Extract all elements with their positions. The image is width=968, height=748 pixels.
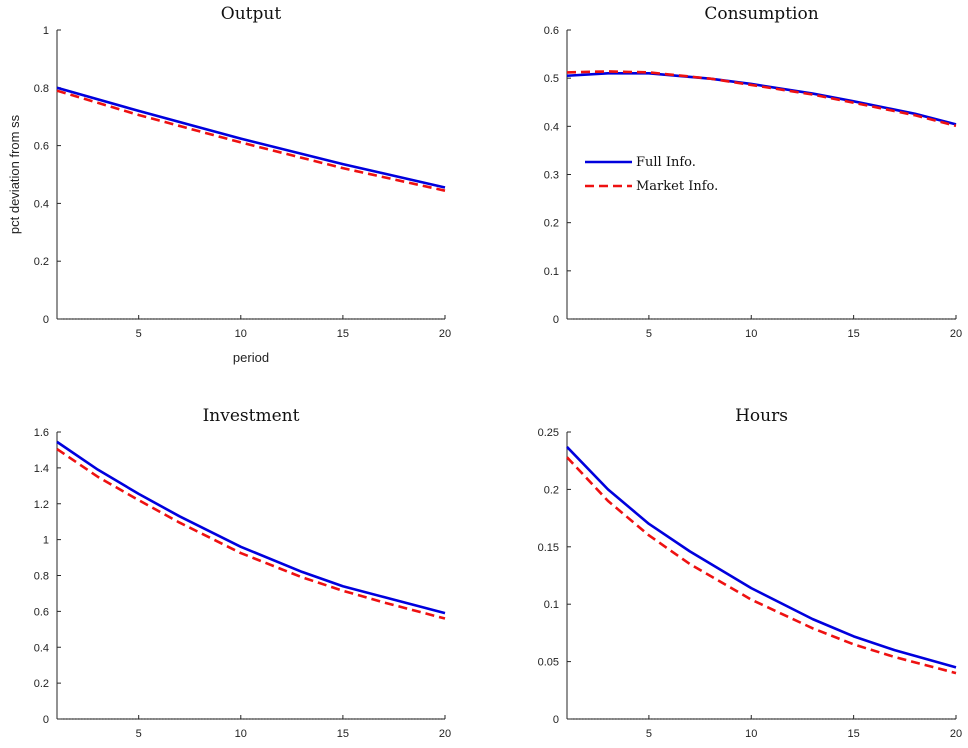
- chart-title: Consumption: [704, 4, 818, 24]
- y-tick-label: 0: [553, 314, 559, 326]
- y-tick-label: 1.6: [34, 427, 49, 439]
- y-tick-label: 0.8: [34, 571, 49, 583]
- y-tick-label: 0.4: [544, 121, 559, 133]
- series-line-full-info: [56, 86, 446, 189]
- y-tick-label: 0.2: [34, 678, 49, 690]
- x-tick-label: 10: [745, 728, 757, 740]
- y-tick-label: 1.2: [34, 499, 49, 511]
- series-line-market-info: [566, 456, 957, 675]
- x-tick-label: 20: [950, 328, 962, 340]
- y-tick-label: 0.4: [34, 642, 49, 654]
- x-tick-label: 20: [439, 328, 451, 340]
- chart-title: Output: [221, 4, 282, 24]
- series-line-full-info: [56, 440, 446, 615]
- y-tick-label: 0.2: [544, 484, 559, 496]
- chart-panel-4: 0 0.05 0.1 0.15 0.2 0.25 5 10 15 20 Hours: [538, 406, 963, 740]
- y-tick-label: 0: [43, 314, 49, 326]
- legend: Full Info. Market Info.: [585, 155, 718, 194]
- y-tick-label: 0.25: [538, 427, 559, 439]
- series-line-market-info: [566, 70, 957, 128]
- legend-label: Market Info.: [636, 179, 718, 194]
- x-tick-label: 10: [235, 728, 247, 740]
- x-tick-label: 20: [439, 728, 451, 740]
- y-tick-label: 0: [553, 714, 559, 726]
- y-tick-label: 0.3: [544, 170, 559, 182]
- x-tick-label: 15: [337, 328, 349, 340]
- y-tick-label: 0.2: [544, 218, 559, 230]
- y-tick-label: 0.6: [544, 25, 559, 37]
- x-tick-label: 15: [848, 328, 860, 340]
- chart-title: Investment: [203, 406, 300, 426]
- chart-panel-3: 0 0.2 0.4 0.6 0.8 1 1.2 1.4 1.6 5 10 15 20 Investment: [34, 406, 451, 740]
- y-tick-label: 1: [43, 25, 49, 37]
- y-tick-label: 1: [43, 535, 49, 547]
- x-tick-label: 5: [136, 328, 142, 340]
- series-line-market-info: [56, 447, 446, 620]
- y-axis-label: pct deviation from ss: [7, 114, 22, 234]
- y-tick-label: 0.15: [538, 542, 559, 554]
- y-tick-label: 0: [43, 714, 49, 726]
- x-tick-label: 15: [848, 728, 860, 740]
- x-tick-label: 15: [337, 728, 349, 740]
- series-line-full-info: [566, 72, 957, 126]
- chart-panel-2: 0 0.1 0.2 0.3 0.4 0.5 0.6 5 10 15 20 Consumption Ful…: [544, 4, 962, 340]
- y-tick-label: 0.2: [34, 256, 49, 268]
- chart-title: Hours: [735, 406, 788, 426]
- x-tick-label: 10: [745, 328, 757, 340]
- y-tick-label: 0.6: [34, 606, 49, 618]
- y-tick-label: 0.8: [34, 83, 49, 95]
- y-tick-label: 0.05: [538, 657, 559, 669]
- x-tick-label: 5: [646, 728, 652, 740]
- y-tick-label: 0.6: [34, 141, 49, 153]
- series-line-market-info: [56, 89, 446, 192]
- x-tick-label: 5: [136, 728, 142, 740]
- x-tick-label: 20: [950, 728, 962, 740]
- y-tick-label: 1.4: [34, 463, 49, 475]
- x-tick-label: 5: [646, 328, 652, 340]
- series-line-full-info: [566, 446, 957, 669]
- y-tick-label: 0.1: [544, 599, 559, 611]
- x-axis-label: period: [233, 350, 269, 365]
- y-tick-label: 0.5: [544, 73, 559, 85]
- x-tick-label: 10: [235, 328, 247, 340]
- y-tick-label: 0.1: [544, 266, 559, 278]
- y-tick-label: 0.4: [34, 198, 49, 210]
- legend-label: Full Info.: [636, 155, 696, 170]
